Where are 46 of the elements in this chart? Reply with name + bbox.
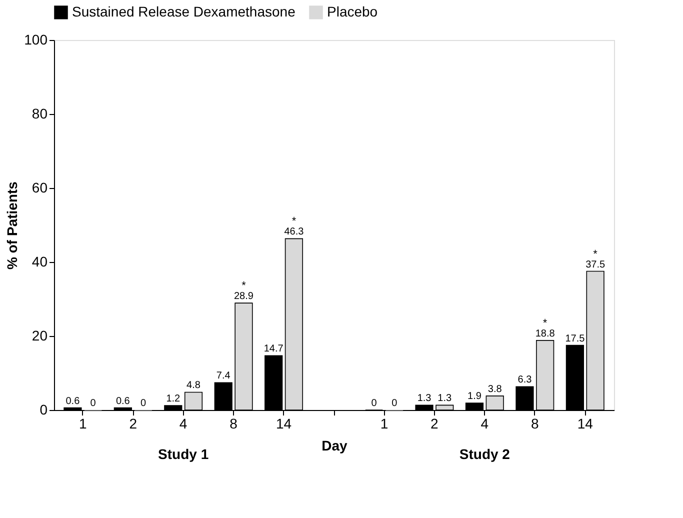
x-tick-label: 4 — [179, 416, 188, 432]
y-tick-label: 100 — [24, 32, 48, 48]
x-tick-label: 2 — [430, 416, 439, 432]
x-tick-label: 8 — [531, 416, 539, 432]
legend-label: Placebo — [327, 3, 378, 20]
text: Study 1 — [158, 446, 209, 462]
annotation: * — [292, 216, 297, 228]
data-label: 0 — [371, 398, 378, 409]
data-label: 4.8 — [186, 380, 201, 392]
x-tick-label: 1 — [380, 416, 388, 432]
data-label: 17.5 — [565, 333, 586, 344]
y-tick-label: 40 — [32, 254, 48, 270]
x-tick-label: 14 — [577, 416, 594, 432]
y-tick-label: 20 — [32, 328, 48, 344]
data-label: 0 — [90, 398, 96, 409]
data-label: 0 — [392, 398, 398, 409]
annotation: * — [542, 317, 548, 330]
y-tick-label: 60 — [32, 180, 48, 196]
data-label: 0 — [140, 398, 146, 409]
data-label: 1.3 — [417, 393, 432, 404]
text: Study 2 — [459, 446, 510, 462]
legend-label: Sustained Release Dexamethasone — [72, 3, 296, 20]
data-label: 46.3 — [284, 226, 304, 238]
x-tick-label: 4 — [480, 416, 489, 432]
data-label: 1.2 — [166, 394, 181, 405]
x-axis-title: Day — [322, 438, 348, 454]
y-axis-title: % of Patients — [4, 181, 20, 270]
annotation: * — [593, 248, 598, 260]
data-label: 6.3 — [518, 374, 532, 386]
y-tick-label: 0 — [40, 402, 48, 418]
data-label: 18.8 — [535, 328, 556, 340]
data-label: 37.5 — [586, 259, 606, 270]
data-label: 3.8 — [488, 384, 502, 395]
y-tick-label: 80 — [32, 106, 48, 122]
x-tick-label: 8 — [230, 416, 238, 432]
data-label: 1.3 — [438, 393, 452, 404]
data-label: 0.6 — [66, 396, 80, 407]
data-label: 0.6 — [116, 396, 130, 407]
annotation: * — [242, 280, 247, 292]
data-label: 28.9 — [234, 291, 254, 302]
data-label: 7.4 — [216, 370, 231, 382]
x-tick-label: 1 — [78, 416, 87, 432]
data-label: 1.9 — [468, 390, 482, 402]
data-label: 14.7 — [264, 344, 284, 355]
x-tick-label: 14 — [276, 416, 292, 432]
x-tick-label: 2 — [129, 416, 138, 432]
